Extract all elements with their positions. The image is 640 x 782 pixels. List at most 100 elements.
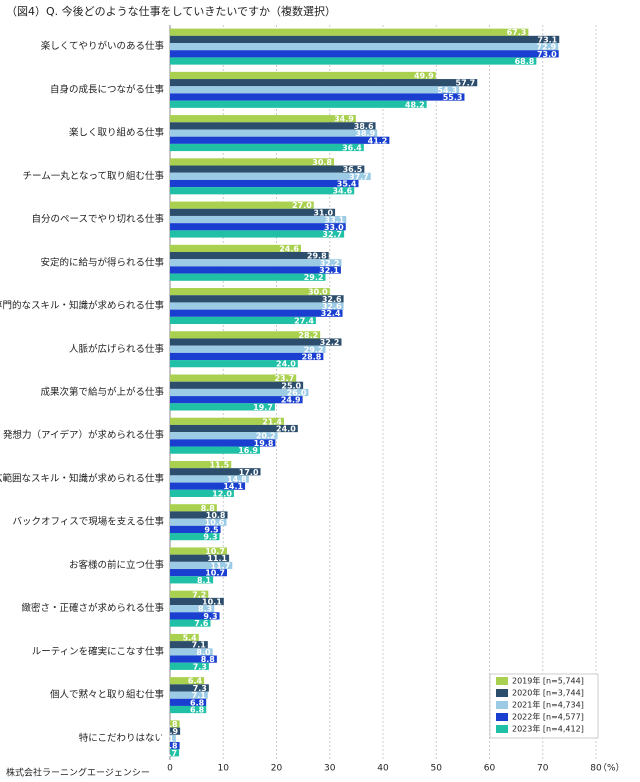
bar	[170, 43, 559, 51]
value-label: 1.7	[163, 749, 177, 758]
value-label: 57.7	[456, 79, 476, 88]
value-label: 27.4	[294, 316, 314, 325]
value-label: 14.1	[223, 482, 243, 491]
legend-swatch	[496, 689, 508, 697]
bar	[170, 590, 209, 598]
value-label: 5.4	[183, 634, 198, 643]
bar	[170, 129, 378, 137]
bar	[170, 698, 207, 706]
value-label: 21.4	[262, 417, 282, 426]
value-label: 27.0	[292, 201, 312, 210]
value-label: 9.5	[204, 525, 219, 534]
value-label: 29.2	[304, 273, 324, 282]
value-label: 6.8	[190, 706, 205, 715]
value-label: 28.8	[302, 352, 322, 361]
value-label: 24.6	[279, 244, 299, 253]
bar	[170, 215, 347, 224]
value-label: 54.3	[437, 86, 457, 95]
category-label: 特にこだわりはない	[79, 732, 164, 744]
legend-label: 2021年 [n=4,734]	[512, 700, 584, 710]
value-label: 8.0	[196, 648, 211, 657]
value-label: 30.0	[308, 288, 328, 297]
value-label: 26.0	[287, 389, 307, 398]
value-label: 10.7	[205, 569, 225, 578]
value-label: 1.8	[163, 720, 178, 729]
bar	[170, 288, 330, 296]
bar	[170, 439, 276, 447]
category-label: 楽しく取り組める仕事	[69, 127, 165, 139]
bar	[170, 374, 297, 382]
value-label: 19.8	[254, 439, 274, 448]
bar	[170, 316, 316, 325]
bar	[170, 511, 228, 519]
x-tick-label: 20	[271, 764, 283, 774]
value-label: 11.5	[209, 461, 229, 470]
value-label: 32.1	[319, 266, 339, 275]
bar	[170, 309, 343, 317]
value-label: 1.1	[160, 734, 175, 743]
legend-swatch	[496, 713, 508, 721]
x-tick-label: 60	[484, 764, 496, 774]
bar	[170, 122, 376, 130]
bar	[170, 388, 309, 397]
value-label: 32.6	[322, 302, 342, 311]
bar	[170, 71, 436, 80]
value-label: 24.0	[276, 425, 296, 434]
bar	[170, 136, 390, 144]
value-label: 32.7	[322, 230, 342, 239]
value-label: 16.9	[238, 446, 258, 455]
x-tick-label: 40	[377, 764, 389, 774]
bar	[170, 749, 180, 757]
bar	[170, 569, 227, 577]
value-label: 72.9	[536, 43, 556, 52]
value-label: 29.2	[304, 345, 324, 354]
bar	[170, 518, 227, 526]
value-label: 68.8	[515, 57, 535, 66]
category-label: 緻密さ・正確さが求められる仕事	[21, 602, 164, 614]
bar	[170, 338, 342, 346]
x-tick-label: 10	[218, 764, 230, 774]
chart-title: （図4）Q. 今後どのような仕事をしていきたいですか（複数選択）	[6, 4, 336, 18]
category-label: ルーティンを確実にこなす仕事	[32, 645, 165, 657]
bar	[170, 475, 249, 483]
bar	[170, 79, 478, 87]
bar	[170, 460, 232, 469]
bar	[170, 396, 303, 404]
bar	[170, 172, 371, 180]
value-label: 11.7	[211, 561, 231, 570]
x-tick-label: 50	[431, 764, 443, 774]
value-label: 7.2	[192, 590, 206, 599]
bar	[170, 705, 207, 714]
value-label: 7.3	[193, 684, 207, 693]
bar	[170, 727, 181, 735]
category-label: 楽しくてやりがいのある仕事	[41, 40, 165, 52]
value-label: 9.3	[203, 533, 217, 542]
category-label: バックオフィスで現場を支える仕事	[12, 516, 164, 528]
value-label: 29.8	[307, 252, 327, 261]
bar	[170, 360, 298, 368]
bar	[170, 468, 261, 476]
bar	[170, 331, 321, 339]
legend-label: 2019年 [n=5,744]	[512, 676, 584, 686]
legend-swatch	[496, 701, 508, 709]
value-label: 67.3	[507, 28, 527, 37]
value-label: 38.9	[355, 129, 375, 138]
value-label: 28.2	[298, 331, 318, 340]
bar	[170, 115, 356, 123]
value-label: 38.6	[354, 122, 374, 131]
bar	[170, 547, 227, 555]
bar	[170, 597, 224, 606]
value-label: 11.1	[207, 554, 227, 563]
legend-swatch	[496, 725, 508, 733]
bar	[170, 158, 335, 166]
category-label: チーム一丸となって取り組む仕事	[23, 170, 165, 182]
value-label: 6.4	[188, 677, 203, 686]
value-label: 24.0	[276, 360, 296, 369]
value-label: 10.7	[205, 547, 225, 556]
legend-swatch	[496, 677, 508, 685]
category-label: 個人で黙々と取り組む仕事	[50, 689, 165, 701]
x-tick-label: 0	[167, 764, 173, 774]
bar	[170, 259, 342, 267]
category-label: お客様の前に立つ仕事	[69, 559, 165, 571]
